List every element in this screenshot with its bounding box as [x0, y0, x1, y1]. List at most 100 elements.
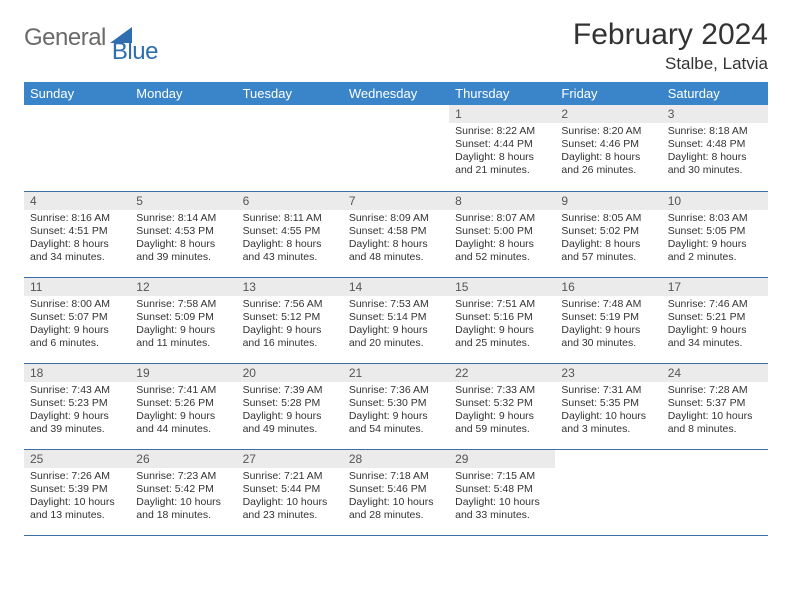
day-detail-line: and 39 minutes.: [30, 423, 124, 436]
day-detail-line: and 34 minutes.: [30, 251, 124, 264]
day-number: 5: [130, 192, 236, 210]
day-detail-line: Sunrise: 7:33 AM: [455, 384, 549, 397]
day-detail-line: Sunrise: 7:28 AM: [668, 384, 762, 397]
day-number: 26: [130, 450, 236, 468]
day-detail: Sunrise: 8:18 AMSunset: 4:48 PMDaylight:…: [662, 123, 768, 182]
brand-word1: General: [24, 24, 106, 52]
calendar-day-cell: [662, 449, 768, 535]
calendar-day-cell: 10Sunrise: 8:03 AMSunset: 5:05 PMDayligh…: [662, 191, 768, 277]
day-detail-line: Daylight: 9 hours: [243, 324, 337, 337]
day-number: 22: [449, 364, 555, 382]
day-detail-line: Daylight: 10 hours: [136, 496, 230, 509]
day-detail-line: and 34 minutes.: [668, 337, 762, 350]
day-detail: Sunrise: 7:28 AMSunset: 5:37 PMDaylight:…: [662, 382, 768, 441]
day-detail-line: Daylight: 9 hours: [136, 324, 230, 337]
day-detail-line: Daylight: 9 hours: [349, 410, 443, 423]
day-detail-line: Sunrise: 7:23 AM: [136, 470, 230, 483]
day-detail-line: Sunrise: 7:39 AM: [243, 384, 337, 397]
day-detail-line: Sunrise: 8:11 AM: [243, 212, 337, 225]
day-detail-line: Sunset: 4:58 PM: [349, 225, 443, 238]
day-detail-line: Daylight: 9 hours: [136, 410, 230, 423]
day-detail-line: Daylight: 8 hours: [455, 151, 549, 164]
day-detail-line: Sunset: 5:46 PM: [349, 483, 443, 496]
day-detail-line: Sunset: 5:05 PM: [668, 225, 762, 238]
day-detail-line: Sunrise: 7:26 AM: [30, 470, 124, 483]
calendar-day-cell: 6Sunrise: 8:11 AMSunset: 4:55 PMDaylight…: [237, 191, 343, 277]
day-detail-line: Daylight: 9 hours: [455, 410, 549, 423]
day-detail-line: Sunset: 5:37 PM: [668, 397, 762, 410]
day-detail: Sunrise: 7:18 AMSunset: 5:46 PMDaylight:…: [343, 468, 449, 527]
day-detail-line: Sunset: 5:12 PM: [243, 311, 337, 324]
day-detail-line: and 13 minutes.: [30, 509, 124, 522]
calendar-day-cell: 11Sunrise: 8:00 AMSunset: 5:07 PMDayligh…: [24, 277, 130, 363]
day-detail-line: Daylight: 10 hours: [243, 496, 337, 509]
calendar-day-cell: 7Sunrise: 8:09 AMSunset: 4:58 PMDaylight…: [343, 191, 449, 277]
day-detail-line: Sunset: 4:46 PM: [561, 138, 655, 151]
calendar-day-cell: 5Sunrise: 8:14 AMSunset: 4:53 PMDaylight…: [130, 191, 236, 277]
day-number: 27: [237, 450, 343, 468]
weekday-header-row: Sunday Monday Tuesday Wednesday Thursday…: [24, 82, 768, 105]
calendar-day-cell: 8Sunrise: 8:07 AMSunset: 5:00 PMDaylight…: [449, 191, 555, 277]
calendar-day-cell: [24, 105, 130, 191]
day-detail: Sunrise: 7:33 AMSunset: 5:32 PMDaylight:…: [449, 382, 555, 441]
day-detail-line: Sunrise: 8:18 AM: [668, 125, 762, 138]
day-detail-line: and 6 minutes.: [30, 337, 124, 350]
calendar-day-cell: 4Sunrise: 8:16 AMSunset: 4:51 PMDaylight…: [24, 191, 130, 277]
day-number: 1: [449, 105, 555, 123]
day-number: 29: [449, 450, 555, 468]
day-detail: Sunrise: 7:15 AMSunset: 5:48 PMDaylight:…: [449, 468, 555, 527]
day-detail-line: and 57 minutes.: [561, 251, 655, 264]
day-detail-line: and 3 minutes.: [561, 423, 655, 436]
calendar-day-cell: 23Sunrise: 7:31 AMSunset: 5:35 PMDayligh…: [555, 363, 661, 449]
day-detail: Sunrise: 7:48 AMSunset: 5:19 PMDaylight:…: [555, 296, 661, 355]
day-detail-line: Daylight: 8 hours: [561, 151, 655, 164]
day-detail-line: Sunset: 5:42 PM: [136, 483, 230, 496]
weekday-header: Tuesday: [237, 82, 343, 105]
day-number: 14: [343, 278, 449, 296]
day-detail: Sunrise: 8:22 AMSunset: 4:44 PMDaylight:…: [449, 123, 555, 182]
day-number: 17: [662, 278, 768, 296]
calendar-day-cell: 1Sunrise: 8:22 AMSunset: 4:44 PMDaylight…: [449, 105, 555, 191]
day-detail: Sunrise: 7:53 AMSunset: 5:14 PMDaylight:…: [343, 296, 449, 355]
weekday-header: Monday: [130, 82, 236, 105]
day-detail-line: and 48 minutes.: [349, 251, 443, 264]
day-number: 28: [343, 450, 449, 468]
month-title: February 2024: [573, 18, 768, 52]
day-detail-line: Daylight: 8 hours: [243, 238, 337, 251]
day-detail-line: Daylight: 8 hours: [349, 238, 443, 251]
calendar-page: General Blue February 2024 Stalbe, Latvi…: [0, 0, 792, 548]
day-detail: Sunrise: 8:11 AMSunset: 4:55 PMDaylight:…: [237, 210, 343, 269]
day-number: 12: [130, 278, 236, 296]
calendar-week-row: 1Sunrise: 8:22 AMSunset: 4:44 PMDaylight…: [24, 105, 768, 191]
day-detail-line: and 23 minutes.: [243, 509, 337, 522]
calendar-day-cell: 22Sunrise: 7:33 AMSunset: 5:32 PMDayligh…: [449, 363, 555, 449]
day-detail-line: Sunset: 5:00 PM: [455, 225, 549, 238]
day-detail-line: Sunrise: 7:53 AM: [349, 298, 443, 311]
day-detail-line: Sunset: 5:28 PM: [243, 397, 337, 410]
day-detail-line: Sunset: 5:07 PM: [30, 311, 124, 324]
day-detail: Sunrise: 7:41 AMSunset: 5:26 PMDaylight:…: [130, 382, 236, 441]
day-detail-line: and 26 minutes.: [561, 164, 655, 177]
calendar-day-cell: [555, 449, 661, 535]
day-detail-line: and 28 minutes.: [349, 509, 443, 522]
day-number: 25: [24, 450, 130, 468]
day-detail-line: Sunrise: 7:36 AM: [349, 384, 443, 397]
brand-word2: Blue: [112, 38, 158, 66]
day-detail-line: and 54 minutes.: [349, 423, 443, 436]
day-number: 10: [662, 192, 768, 210]
calendar-day-cell: 13Sunrise: 7:56 AMSunset: 5:12 PMDayligh…: [237, 277, 343, 363]
day-detail: Sunrise: 7:26 AMSunset: 5:39 PMDaylight:…: [24, 468, 130, 527]
day-detail-line: Sunrise: 7:21 AM: [243, 470, 337, 483]
location-label: Stalbe, Latvia: [573, 54, 768, 74]
day-number: 16: [555, 278, 661, 296]
day-detail-line: Sunrise: 7:18 AM: [349, 470, 443, 483]
day-detail-line: Daylight: 9 hours: [668, 238, 762, 251]
day-detail: Sunrise: 8:07 AMSunset: 5:00 PMDaylight:…: [449, 210, 555, 269]
day-detail-line: Sunset: 4:53 PM: [136, 225, 230, 238]
calendar-day-cell: 16Sunrise: 7:48 AMSunset: 5:19 PMDayligh…: [555, 277, 661, 363]
day-detail-line: Sunrise: 8:20 AM: [561, 125, 655, 138]
day-detail-line: Sunrise: 8:14 AM: [136, 212, 230, 225]
day-detail-line: and 43 minutes.: [243, 251, 337, 264]
day-detail-line: Sunset: 4:55 PM: [243, 225, 337, 238]
calendar-day-cell: 15Sunrise: 7:51 AMSunset: 5:16 PMDayligh…: [449, 277, 555, 363]
